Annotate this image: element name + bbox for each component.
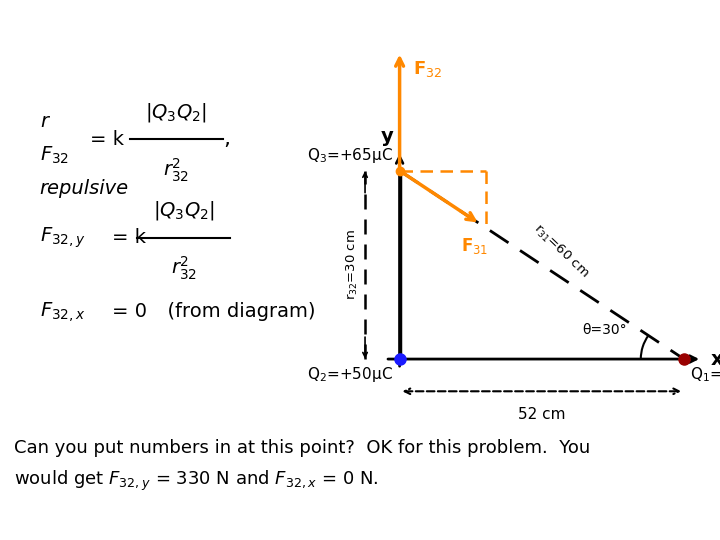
Text: y: y — [380, 127, 393, 146]
Text: $r_{32}^2$: $r_{32}^2$ — [171, 255, 197, 282]
Text: = k: = k — [112, 228, 145, 247]
Text: Q$_2$=+50μC: Q$_2$=+50μC — [307, 365, 392, 384]
Text: F$_{31}$: F$_{31}$ — [461, 237, 488, 256]
Text: (from diagram): (from diagram) — [155, 302, 315, 321]
Text: $F_{32,x}$: $F_{32,x}$ — [40, 300, 86, 324]
Text: θ=30°: θ=30° — [582, 323, 627, 338]
Text: Can you put numbers in at this point?  OK for this problem.  You: Can you put numbers in at this point? OK… — [14, 440, 590, 457]
Text: $|Q_3 Q_2|$: $|Q_3 Q_2|$ — [153, 199, 215, 222]
Text: $F_{32}$: $F_{32}$ — [40, 145, 68, 166]
Text: Q$_3$=+65μC: Q$_3$=+65μC — [307, 146, 392, 165]
Text: x: x — [711, 349, 720, 369]
Text: F$_{32}$: F$_{32}$ — [413, 59, 442, 79]
Text: Step 3: Replace Generic Quantities by Specifics: Step 3: Replace Generic Quantities by Sp… — [13, 12, 609, 32]
Text: $F_{32,y}$: $F_{32,y}$ — [40, 225, 86, 250]
Text: = 0: = 0 — [112, 302, 147, 321]
Text: would get $F_{32,y}$ = 330 N and $F_{32,x}$ = 0 N.: would get $F_{32,y}$ = 330 N and $F_{32,… — [14, 468, 379, 492]
Text: ,: , — [223, 130, 230, 150]
Text: $|Q_3 Q_2|$: $|Q_3 Q_2|$ — [145, 100, 207, 124]
Text: $r_{32}^2$: $r_{32}^2$ — [163, 157, 189, 184]
Text: 52 cm: 52 cm — [518, 407, 565, 422]
Text: = k: = k — [90, 130, 124, 149]
Text: r$_{31}$=60 cm: r$_{31}$=60 cm — [530, 221, 592, 281]
Text: $r$: $r$ — [40, 112, 50, 131]
Text: repulsive: repulsive — [40, 179, 129, 198]
Text: r$_{32}$=30 cm: r$_{32}$=30 cm — [345, 230, 359, 300]
Text: Q$_1$=-86μC: Q$_1$=-86μC — [690, 365, 720, 384]
